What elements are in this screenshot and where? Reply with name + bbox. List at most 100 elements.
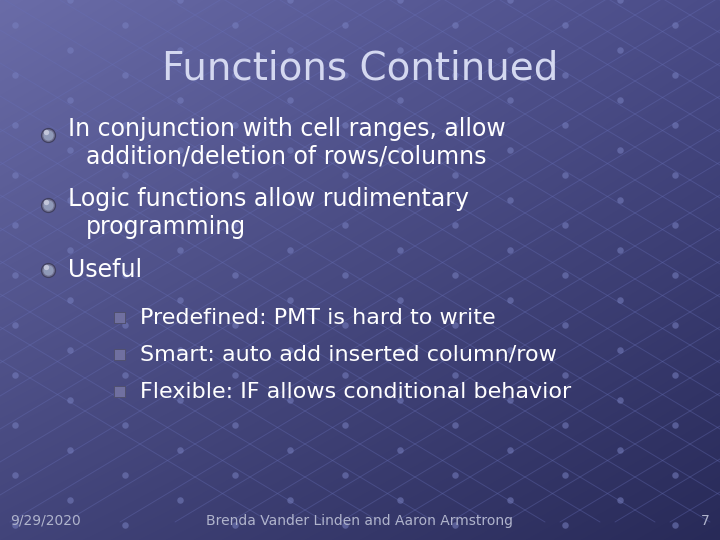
Point (114, 388, 126, 396)
Point (114, 350, 126, 359)
Point (9, 21, 21, 29)
Point (395, 446, 406, 454)
Point (670, 521, 681, 529)
Point (504, 346, 516, 354)
Point (9, 421, 21, 429)
Point (614, 496, 626, 504)
Point (40, 262, 52, 271)
Point (229, 321, 240, 329)
Point (339, 370, 351, 379)
Point (9, 221, 21, 230)
Point (670, 171, 681, 179)
Point (559, 71, 571, 79)
Point (229, 421, 240, 429)
Point (229, 221, 240, 230)
Point (284, 195, 296, 204)
Point (284, 46, 296, 55)
Point (174, 0, 186, 4)
Point (120, 221, 131, 230)
Point (449, 71, 461, 79)
Point (174, 496, 186, 504)
Point (670, 321, 681, 329)
Point (174, 46, 186, 55)
Point (449, 521, 461, 529)
Point (449, 321, 461, 329)
Point (174, 446, 186, 454)
Text: Useful: Useful (68, 258, 142, 282)
Text: Smart: auto add inserted column/row: Smart: auto add inserted column/row (140, 345, 557, 365)
Point (229, 370, 240, 379)
Point (614, 446, 626, 454)
Point (559, 471, 571, 480)
Point (504, 0, 516, 4)
Point (64, 246, 76, 254)
Point (42, 131, 54, 139)
Point (559, 21, 571, 29)
Point (64, 396, 76, 404)
Point (395, 496, 406, 504)
Point (670, 271, 681, 279)
Point (449, 370, 461, 379)
Text: Predefined: PMT is hard to write: Predefined: PMT is hard to write (140, 308, 495, 328)
Point (559, 221, 571, 230)
Point (559, 521, 571, 529)
Point (64, 0, 76, 4)
Point (339, 120, 351, 129)
Point (449, 471, 461, 480)
Point (670, 21, 681, 29)
Point (449, 221, 461, 230)
Text: addition/deletion of rows/columns: addition/deletion of rows/columns (86, 145, 487, 169)
Point (120, 421, 131, 429)
Point (504, 195, 516, 204)
Point (559, 370, 571, 379)
Text: Functions Continued: Functions Continued (162, 50, 558, 88)
Point (504, 496, 516, 504)
Point (64, 496, 76, 504)
Point (120, 321, 131, 329)
Point (614, 246, 626, 254)
Point (449, 120, 461, 129)
Point (614, 195, 626, 204)
Text: programming: programming (86, 215, 246, 239)
Point (670, 120, 681, 129)
Point (284, 96, 296, 104)
Point (64, 346, 76, 354)
Point (449, 171, 461, 179)
Point (42, 201, 54, 210)
Point (395, 146, 406, 154)
Point (339, 321, 351, 329)
Point (64, 96, 76, 104)
Text: Logic functions allow rudimentary: Logic functions allow rudimentary (68, 187, 469, 211)
Point (42, 201, 54, 210)
Point (42, 201, 54, 210)
Point (670, 71, 681, 79)
Point (449, 271, 461, 279)
Point (449, 421, 461, 429)
Point (614, 96, 626, 104)
Point (339, 171, 351, 179)
Point (284, 446, 296, 454)
Point (670, 471, 681, 480)
Point (559, 271, 571, 279)
Point (339, 521, 351, 529)
Point (9, 171, 21, 179)
Point (504, 296, 516, 305)
Point (504, 96, 516, 104)
Point (174, 96, 186, 104)
Text: In conjunction with cell ranges, allow: In conjunction with cell ranges, allow (68, 117, 505, 141)
Point (174, 396, 186, 404)
Point (42, 131, 54, 139)
Point (229, 171, 240, 179)
Point (449, 21, 461, 29)
Point (504, 446, 516, 454)
Point (284, 496, 296, 504)
Point (9, 120, 21, 129)
Text: Brenda Vander Linden and Aaron Armstrong: Brenda Vander Linden and Aaron Armstrong (207, 514, 513, 528)
Point (284, 296, 296, 305)
Point (42, 266, 54, 274)
Point (64, 46, 76, 55)
Point (229, 21, 240, 29)
Point (120, 21, 131, 29)
Point (395, 246, 406, 254)
Point (559, 120, 571, 129)
